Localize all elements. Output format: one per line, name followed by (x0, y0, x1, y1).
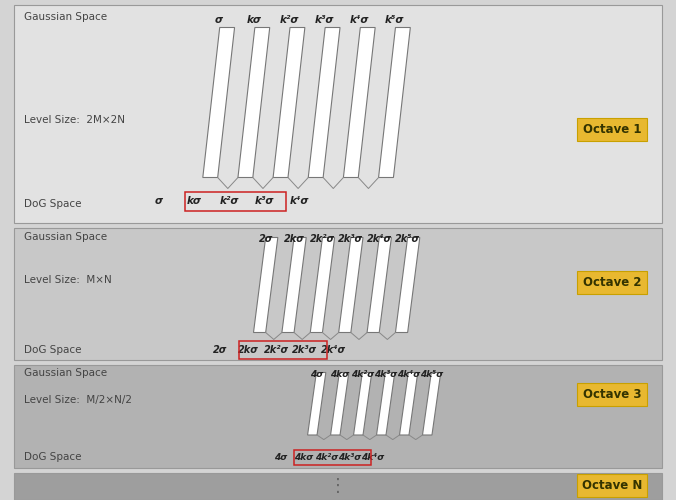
Text: DoG Space: DoG Space (24, 452, 81, 462)
Text: k⁴σ: k⁴σ (349, 15, 369, 25)
Text: Octave 3: Octave 3 (583, 388, 641, 401)
Text: Octave 1: Octave 1 (583, 123, 641, 136)
FancyBboxPatch shape (577, 474, 647, 497)
Text: 2σ: 2σ (212, 345, 227, 355)
Text: 4k²σ: 4k²σ (351, 370, 375, 379)
FancyBboxPatch shape (577, 270, 647, 293)
Text: 2kσ: 2kσ (238, 345, 258, 355)
Text: 4kσ: 4kσ (294, 453, 313, 462)
Text: 4k⁴σ: 4k⁴σ (397, 370, 420, 379)
Bar (14, 5, 662, 222)
Polygon shape (400, 372, 418, 435)
Polygon shape (282, 238, 306, 332)
Text: k⁴σ: k⁴σ (290, 196, 309, 206)
Text: 2k⁴σ: 2k⁴σ (366, 234, 392, 244)
Text: Level Size:  M/2×N/2: Level Size: M/2×N/2 (24, 395, 132, 405)
Polygon shape (310, 238, 335, 332)
Text: k²σ: k²σ (279, 15, 299, 25)
Text: 2kσ: 2kσ (284, 234, 304, 244)
Text: kσ: kσ (187, 196, 201, 206)
Text: 4k³σ: 4k³σ (374, 370, 397, 379)
Text: σ: σ (214, 15, 223, 25)
Text: 2k⁵σ: 2k⁵σ (395, 234, 420, 244)
Polygon shape (238, 28, 270, 178)
Text: 2σ: 2σ (258, 234, 273, 244)
Polygon shape (354, 372, 372, 435)
Text: 2k⁴σ: 2k⁴σ (320, 345, 346, 355)
Polygon shape (343, 28, 375, 178)
Text: Gaussian Space: Gaussian Space (24, 12, 107, 22)
Text: k³σ: k³σ (314, 15, 334, 25)
Text: Level Size:  2M×2N: Level Size: 2M×2N (24, 115, 124, 125)
Polygon shape (203, 28, 235, 178)
Text: Gaussian Space: Gaussian Space (24, 232, 107, 241)
Text: 2k²σ: 2k²σ (264, 345, 289, 355)
Polygon shape (395, 238, 420, 332)
Text: 2k²σ: 2k²σ (310, 234, 335, 244)
Text: DoG Space: DoG Space (24, 199, 81, 209)
FancyBboxPatch shape (577, 383, 647, 406)
Bar (14, 365, 662, 468)
Text: 2k³σ: 2k³σ (338, 234, 364, 244)
Text: Octave N: Octave N (581, 479, 642, 492)
Text: ⋮: ⋮ (329, 477, 347, 495)
Bar (14, 228, 662, 360)
Text: Gaussian Space: Gaussian Space (24, 368, 107, 378)
Polygon shape (379, 28, 410, 178)
Bar (14, 472, 662, 500)
Polygon shape (273, 28, 305, 178)
FancyBboxPatch shape (577, 118, 647, 141)
Polygon shape (422, 372, 441, 435)
Text: k³σ: k³σ (255, 196, 274, 206)
Text: 4σ: 4σ (274, 453, 287, 462)
Polygon shape (308, 28, 340, 178)
Text: σ: σ (155, 196, 163, 206)
Text: 4k⁵σ: 4k⁵σ (420, 370, 443, 379)
Polygon shape (377, 372, 395, 435)
Polygon shape (308, 372, 326, 435)
Text: k²σ: k²σ (220, 196, 239, 206)
Text: Octave 2: Octave 2 (583, 276, 641, 288)
Text: 2k³σ: 2k³σ (292, 345, 318, 355)
Text: 4k⁴σ: 4k⁴σ (361, 453, 384, 462)
Polygon shape (331, 372, 349, 435)
Text: 4kσ: 4kσ (330, 370, 349, 379)
Polygon shape (254, 238, 278, 332)
Text: kσ: kσ (246, 15, 262, 25)
Polygon shape (339, 238, 363, 332)
Text: 4k³σ: 4k³σ (338, 453, 361, 462)
Polygon shape (367, 238, 391, 332)
Text: k⁵σ: k⁵σ (385, 15, 404, 25)
Text: Level Size:  M×N: Level Size: M×N (24, 275, 112, 285)
Text: 4k²σ: 4k²σ (315, 453, 338, 462)
Text: 4σ: 4σ (310, 370, 323, 379)
Text: DoG Space: DoG Space (24, 345, 81, 355)
